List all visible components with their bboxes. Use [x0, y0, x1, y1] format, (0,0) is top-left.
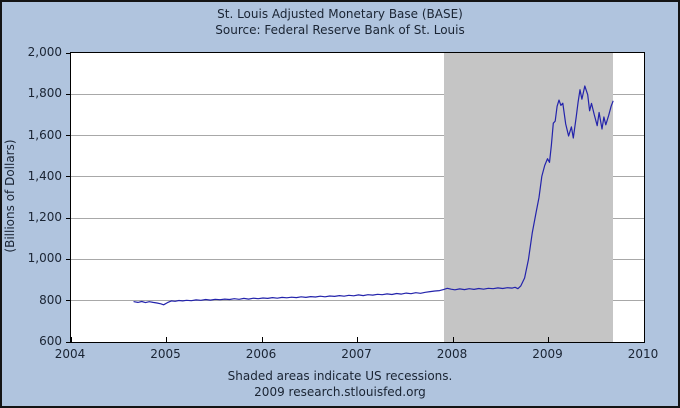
y-tick — [66, 176, 71, 178]
x-tick — [70, 337, 72, 342]
y-tick-label: 2,000 — [27, 45, 62, 59]
y-tick — [66, 135, 71, 137]
x-tick — [261, 337, 263, 342]
x-tick-label: 2007 — [341, 347, 372, 361]
y-tick-label: 800 — [39, 292, 62, 307]
source-url: 2009 research.stlouisfed.org — [254, 385, 426, 399]
y-tick — [66, 217, 71, 219]
x-tick — [548, 337, 549, 342]
y-tick-label: 1,800 — [27, 86, 62, 101]
chart-title: St. Louis Adjusted Monetary Base (BASE) — [217, 7, 463, 21]
chart-header: St. Louis Adjusted Monetary Base (BASE) … — [2, 6, 678, 38]
x-tick-label: 2004 — [54, 347, 86, 361]
series-plot — [133, 85, 614, 306]
y-tick-label: 1,600 — [27, 127, 62, 142]
x-tick-label: 2005 — [150, 347, 181, 361]
recession-note: Shaded areas indicate US recessions. — [227, 369, 453, 383]
x-tick — [166, 337, 167, 342]
recession-band — [443, 53, 613, 342]
y-tick-label: 1,000 — [27, 251, 62, 266]
x-tick-label: 2006 — [245, 347, 277, 361]
y-tick-label: 600 — [39, 334, 62, 348]
gridline — [71, 135, 644, 137]
x-tick-label: 2008 — [436, 347, 468, 361]
gridline — [71, 93, 644, 95]
gridline — [71, 258, 644, 260]
y-tick — [66, 93, 71, 95]
y-tick-label: 1,400 — [27, 168, 62, 183]
y-tick — [66, 52, 71, 54]
x-tick-label: 2009 — [532, 347, 563, 361]
gridline — [71, 217, 644, 219]
y-tick — [66, 258, 71, 260]
x-tick — [643, 337, 645, 342]
x-tick — [452, 337, 454, 342]
x-tick — [357, 337, 358, 342]
y-tick-label: 1,200 — [27, 210, 62, 225]
plot-area — [66, 52, 645, 343]
y-tick — [66, 300, 71, 302]
x-tick-label: 2010 — [627, 347, 659, 361]
gridline — [71, 300, 644, 302]
gridline — [71, 176, 644, 178]
base-series-line — [133, 85, 614, 306]
chart-subtitle: Source: Federal Reserve Bank of St. Loui… — [215, 23, 465, 37]
y-tick — [66, 341, 71, 343]
